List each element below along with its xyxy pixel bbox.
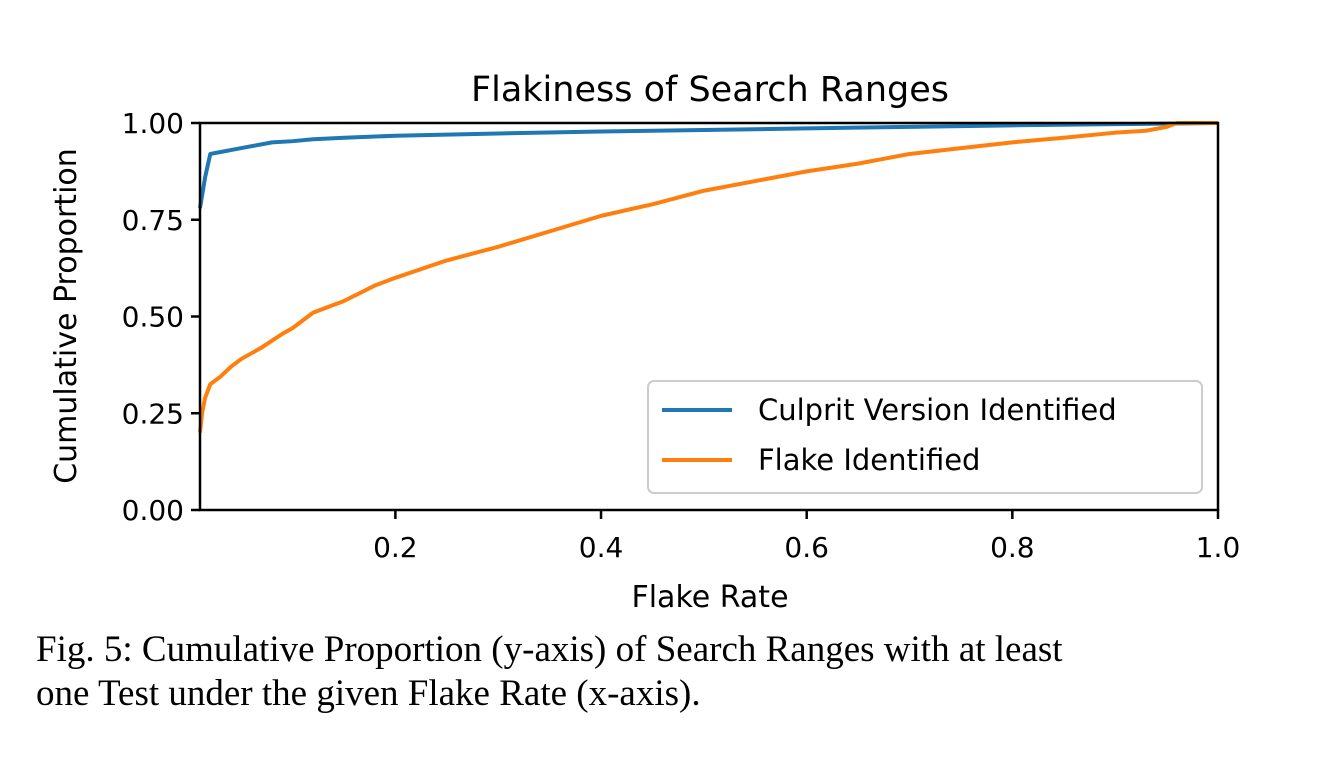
x-axis-label: Flake Rate [631, 580, 788, 615]
series-layer [198, 121, 1219, 433]
legend-box [647, 380, 1203, 494]
series-line-culprit [198, 121, 1219, 209]
legend-label-culprit: Culprit Version Identified [758, 393, 1117, 427]
ticks-layer: 0.2 0.4 0.6 0.8 1.0 0.00 0.25 0.50 0.75 1.00 [122, 107, 1241, 564]
caption-line-2: one Test under the given Flake Rate (x-a… [36, 673, 701, 714]
chart-title: Flakiness of Search Ranges [471, 70, 949, 110]
figure-caption: Fig. 5: Cumulative Proportion (y-axis) o… [36, 628, 1306, 716]
y-tick-label: 0.00 [122, 494, 184, 527]
y-tick-label: 0.25 [122, 397, 184, 430]
x-tick-label: 0.4 [579, 531, 624, 564]
line-chart: Flakiness of Search Ranges Flake Rate Cu… [49, 70, 1241, 615]
y-tick-label: 0.75 [122, 204, 184, 237]
plot-frame [198, 121, 1220, 512]
x-tick-label: 0.2 [373, 531, 418, 564]
x-tick-label: 0.6 [784, 531, 829, 564]
y-axis-label: Cumulative Proportion [49, 148, 84, 484]
x-tick-label: 0.8 [990, 531, 1035, 564]
series-line-flake [198, 121, 1218, 433]
legend-label-flake: Flake Identified [758, 443, 980, 477]
legend: Culprit Version Identified Flake Identif… [647, 380, 1203, 494]
y-tick-label: 1.00 [122, 107, 184, 140]
y-tick-label: 0.50 [122, 301, 184, 334]
x-tick-label: 1.0 [1196, 531, 1241, 564]
caption-line-1: Fig. 5: Cumulative Proportion (y-axis) o… [36, 629, 1063, 670]
